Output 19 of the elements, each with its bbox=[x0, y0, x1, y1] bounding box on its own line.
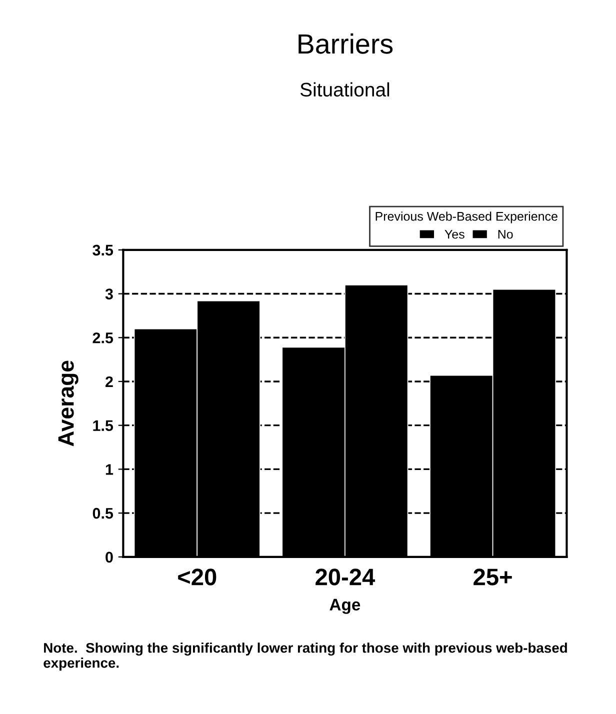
x-tick-label: 25+ bbox=[474, 568, 512, 586]
y-tick-label: 3.5 bbox=[92, 244, 114, 256]
y-tick-label: 1 bbox=[106, 464, 114, 475]
chart-title: Barriers bbox=[298, 33, 393, 54]
legend-title: Previous Web-Based Experience bbox=[376, 212, 558, 224]
y-tick-label: 0.5 bbox=[92, 508, 114, 519]
x-tick-label: <20 bbox=[178, 568, 216, 586]
x-tick-label: 20-24 bbox=[316, 568, 376, 586]
x-axis-title: Age bbox=[330, 598, 360, 614]
legend-label: No bbox=[498, 230, 513, 239]
y-tick-label: 3 bbox=[105, 288, 113, 300]
y-tick-label: 0 bbox=[106, 552, 113, 563]
y-tick-label: 2 bbox=[106, 376, 113, 388]
y-tick-label: 1.5 bbox=[93, 420, 114, 432]
text: Note. Showing the significantly lower rating for those with previous web-based experience. bbox=[44, 642, 567, 671]
legend-label: Yes bbox=[444, 230, 464, 239]
y-tick-label: 2.5 bbox=[92, 332, 114, 344]
y-axis-title: Average bbox=[58, 360, 78, 446]
chart-subtitle: Situational bbox=[300, 82, 390, 97]
